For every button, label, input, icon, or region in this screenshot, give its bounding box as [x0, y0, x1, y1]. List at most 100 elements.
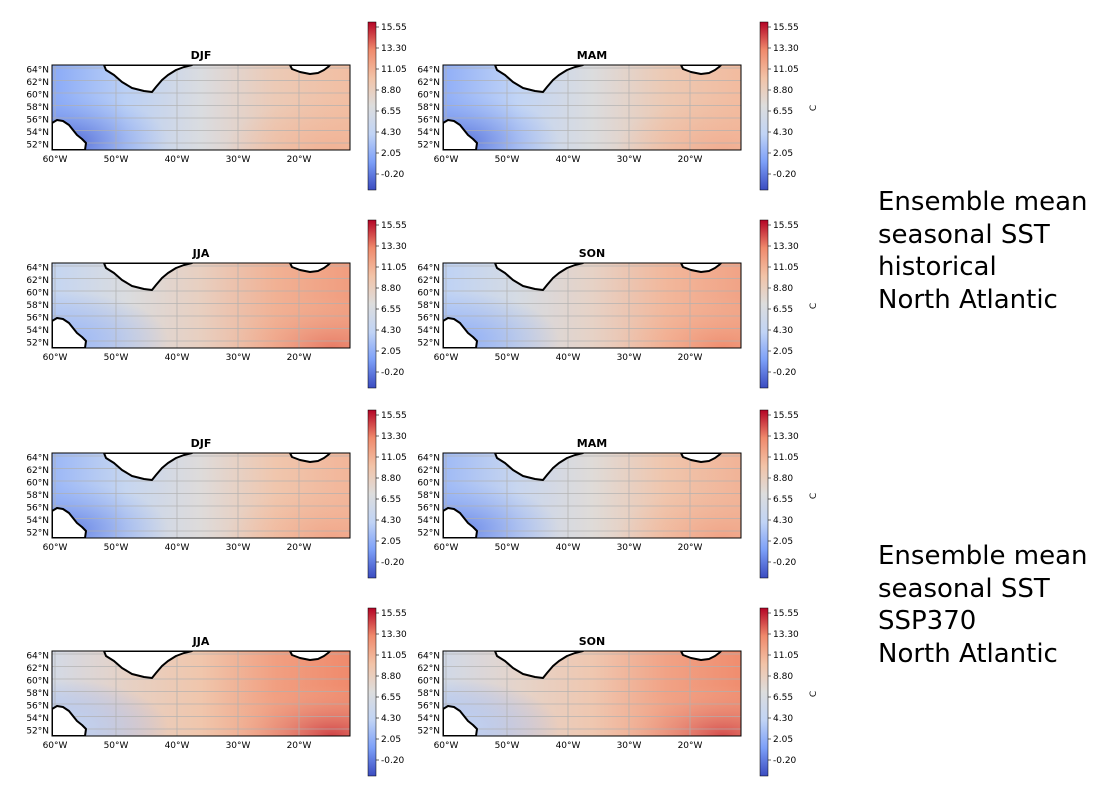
colorbar-tick-label: 15.55: [773, 411, 799, 421]
gridlines: [443, 65, 741, 150]
iceland-landmass: [289, 263, 331, 273]
labrador-landmass: [443, 507, 478, 538]
map-frame: [51, 452, 351, 539]
lat-label: 52°N: [417, 529, 440, 539]
lon-label: 30°W: [617, 741, 642, 751]
lon-label: 60°W: [43, 741, 68, 751]
colorbar-tick-label: 4.30: [381, 516, 401, 526]
colorbar-tick-label: 6.55: [773, 693, 793, 703]
colorbar-tick-label: 13.30: [381, 630, 407, 640]
lon-label: 50°W: [495, 155, 520, 165]
colorbar-tick-label: 11.05: [773, 65, 799, 75]
iceland-landmass: [289, 65, 331, 75]
colorbar-tick-label: 2.05: [381, 347, 401, 357]
lat-label: 58°N: [417, 689, 440, 699]
map-panel: SON 64°N 62°N 60°N 58°N 56°N 54°N 52°N 60°W 50°W 4…: [417, 635, 742, 751]
colorbar-tick-label: -0.20: [381, 558, 405, 568]
lat-label: 56°N: [417, 314, 440, 324]
lon-label: 60°W: [434, 353, 459, 363]
caption-line: Ensemble mean: [878, 187, 1088, 217]
colorbar-tick-label: 6.55: [381, 693, 401, 703]
lat-label: 60°N: [26, 91, 49, 101]
land: [443, 651, 722, 736]
colorbar-tick-label: 2.05: [773, 149, 793, 159]
lat-label: 64°N: [417, 454, 440, 464]
lat-label: 60°N: [26, 289, 49, 299]
greenland-landmass: [494, 651, 584, 679]
colorbar-tick-label: 13.30: [773, 242, 799, 252]
lon-label: 60°W: [434, 155, 459, 165]
greenland-landmass: [103, 65, 193, 93]
lon-label: 20°W: [287, 353, 312, 363]
map-panel: JJA 64°N 62°N 60°N 58°N 56°N 54°N 52°N 60°W 50°W 4…: [26, 247, 351, 363]
colorbar: 15.55 13.30 11.05 8.80 6.55 4.30 2.05 -0.20: [367, 607, 407, 777]
iceland-landmass: [680, 263, 722, 273]
gridlines: [52, 453, 350, 538]
lon-label: 40°W: [556, 741, 581, 751]
colorbar-tick-label: -0.20: [773, 170, 797, 180]
colorbar-tick-label: 13.30: [381, 44, 407, 54]
colorbar: 15.55 13.30 11.05 8.80 6.55 4.30 2.05 -0.20 C: [759, 21, 819, 191]
greenland-landmass: [494, 263, 584, 291]
land: [443, 65, 722, 150]
colorbar-tick-label: 4.30: [773, 714, 793, 724]
lon-label: 40°W: [556, 155, 581, 165]
lon-label: 50°W: [104, 741, 129, 751]
panel-title: DJF: [191, 437, 212, 450]
lat-label: 58°N: [26, 103, 49, 113]
colorbar-tick-label: 2.05: [773, 735, 793, 745]
lon-label: 20°W: [678, 543, 703, 553]
greenland-landmass: [494, 65, 584, 93]
lon-label: 20°W: [287, 155, 312, 165]
lat-label: 56°N: [26, 314, 49, 324]
labrador-landmass: [443, 119, 478, 150]
gridlines: [443, 453, 741, 538]
colorbar-tick-label: 15.55: [773, 23, 799, 33]
lon-label: 30°W: [226, 353, 251, 363]
colorbar-tick-label: -0.20: [381, 756, 405, 766]
lat-label: 54°N: [26, 326, 49, 336]
lon-label: 30°W: [226, 543, 251, 553]
colorbar: 15.55 13.30 11.05 8.80 6.55 4.30 2.05 -0.20: [367, 219, 407, 389]
colorbar-tick-label: 6.55: [773, 495, 793, 505]
lon-label: 50°W: [495, 543, 520, 553]
lat-label: 54°N: [417, 326, 440, 336]
colorbar-unit: C: [809, 493, 819, 499]
land: [443, 453, 722, 538]
panel-title: JJA: [192, 635, 210, 648]
colorbar-tick-label: -0.20: [773, 558, 797, 568]
lon-label: 20°W: [678, 155, 703, 165]
colorbar-tick-label: 15.55: [773, 221, 799, 231]
map-frame: [442, 64, 742, 151]
sst-field: [443, 263, 741, 348]
caption-historical: Ensemble mean seasonal SST historical No…: [878, 186, 1088, 316]
greenland-landmass: [494, 453, 584, 481]
labrador-landmass: [52, 507, 87, 538]
lat-label: 56°N: [417, 116, 440, 126]
sst-field: [52, 263, 350, 348]
lat-label: 54°N: [26, 714, 49, 724]
lon-label: 50°W: [104, 155, 129, 165]
labrador-landmass: [52, 119, 87, 150]
colorbar-unit: C: [809, 691, 819, 697]
lat-label: 52°N: [417, 141, 440, 151]
colorbar-bar: [759, 607, 769, 777]
lat-label: 60°N: [417, 479, 440, 489]
colorbar-tick-label: 15.55: [773, 609, 799, 619]
map-frame: [442, 452, 742, 539]
colorbar-tick-label: 11.05: [773, 263, 799, 273]
lat-label: 62°N: [417, 78, 440, 88]
lat-label: 58°N: [26, 689, 49, 699]
lon-label: 20°W: [287, 543, 312, 553]
colorbar-tick-label: 2.05: [381, 149, 401, 159]
lon-label: 30°W: [617, 543, 642, 553]
warm-drift: [171, 263, 350, 348]
gridlines: [443, 263, 741, 348]
map-panel: SON 64°N 62°N 60°N 58°N 56°N 54°N 52°N 60°W 50°W 4…: [417, 247, 742, 363]
warm-drift: [562, 651, 741, 736]
lon-label: 60°W: [43, 155, 68, 165]
map-frame: [51, 64, 351, 151]
lon-label: 40°W: [165, 741, 190, 751]
colorbar-tick-label: 11.05: [381, 453, 407, 463]
